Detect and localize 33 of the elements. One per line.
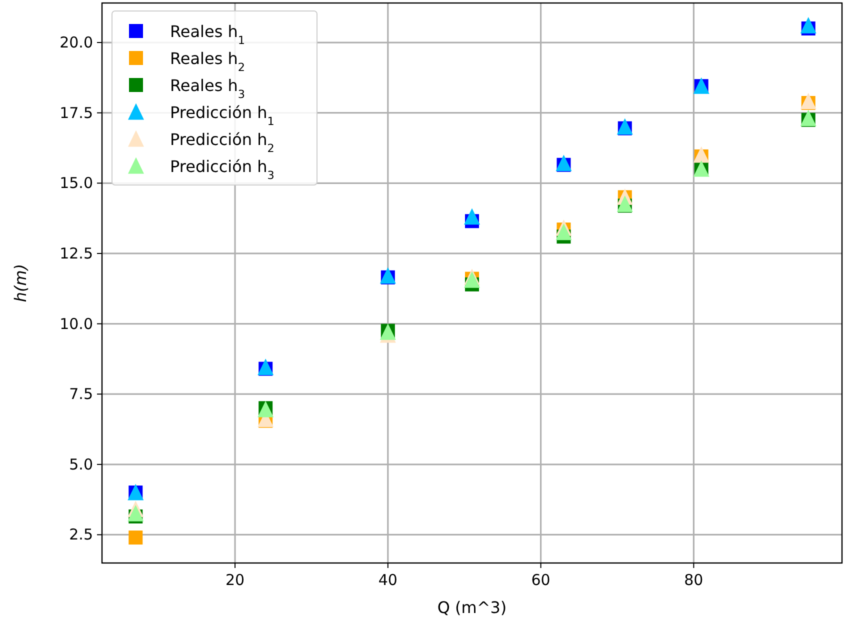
legend-label: Reales h$_{3}$: [170, 76, 246, 100]
y-tick-label: 12.5: [60, 244, 93, 262]
legend-label: Predicción h$_{2}$: [170, 130, 274, 154]
point: [800, 110, 816, 126]
point: [616, 196, 633, 212]
point: [128, 504, 144, 522]
point: [693, 146, 710, 163]
point: [556, 224, 572, 240]
legend-label: Reales h$_{1}$: [170, 22, 246, 46]
point: [464, 208, 480, 225]
x-tick-label: 40: [378, 571, 398, 589]
legend-label: Predicción h$_{1}$: [170, 103, 274, 128]
point: [258, 358, 274, 376]
y-tick-label: 17.5: [60, 104, 93, 122]
x-tick-label: 20: [225, 571, 245, 589]
x-tick-label: 80: [684, 571, 704, 589]
y-axis-title: h(m): [11, 264, 30, 302]
x-axis-title: Q (m^3): [437, 598, 507, 617]
y-tick-label: 10.0: [60, 314, 93, 333]
y-tick-label: 7.5: [69, 385, 93, 404]
point: [800, 92, 816, 110]
point: [556, 154, 572, 172]
point: [380, 267, 396, 284]
point: [128, 530, 143, 545]
y-tick-label: 20.0: [60, 34, 93, 52]
point: [800, 16, 816, 34]
point: [616, 118, 633, 135]
y-tick-label: 15.0: [60, 174, 93, 192]
y-tick-label: 5.0: [69, 455, 93, 474]
legend-label: Predicción h$_{3}$: [170, 157, 274, 182]
y-tick-label: 2.5: [69, 526, 93, 544]
legend-label: Reales h$_{2}$: [170, 49, 246, 74]
x-tick-label: 60: [531, 571, 550, 589]
